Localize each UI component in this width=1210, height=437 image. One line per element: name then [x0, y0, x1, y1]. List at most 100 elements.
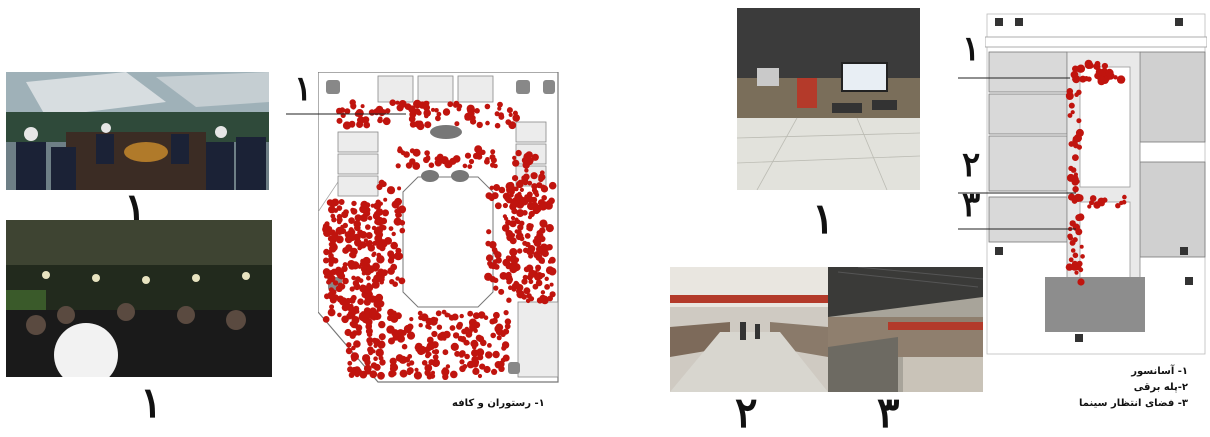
heat-dot: [426, 156, 431, 161]
heat-dot: [392, 330, 399, 337]
heat-dot: [361, 271, 366, 276]
heat-dot: [351, 316, 360, 324]
heat-dot: [1072, 186, 1079, 193]
heat-dot: [382, 117, 391, 126]
heat-dot: [534, 192, 540, 198]
heat-dot: [436, 153, 444, 161]
heat-dot: [1072, 137, 1079, 144]
heat-dot: [413, 99, 422, 108]
heat-dot: [379, 277, 385, 282]
heat-dot: [492, 350, 500, 359]
heat-dot: [329, 304, 335, 310]
heat-dot: [437, 332, 446, 341]
heat-dot: [442, 367, 448, 373]
heat-dot: [1068, 102, 1075, 109]
heat-dot: [387, 250, 395, 258]
heat-dot: [1070, 248, 1076, 253]
heat-dot: [462, 163, 468, 169]
heat-dot: [462, 364, 468, 369]
heat-dot: [424, 150, 430, 156]
heat-dot: [399, 227, 406, 234]
heat-dot: [388, 370, 396, 378]
heat-dot: [370, 362, 378, 369]
heat-dot: [327, 256, 336, 265]
heat-dot: [472, 349, 477, 354]
heat-dot: [362, 354, 371, 363]
heat-dot: [380, 217, 388, 225]
heat-dot: [493, 184, 501, 191]
photo-restaurant-day: [6, 72, 269, 190]
heat-dot: [531, 183, 538, 190]
photo-label-right-2: ۲: [735, 388, 758, 437]
heat-dot: [467, 310, 474, 317]
heat-dot: [525, 241, 531, 248]
heat-dot: [498, 288, 505, 295]
heat-dot: [452, 332, 460, 339]
heat-dot: [528, 279, 534, 285]
heat-dot: [494, 202, 502, 210]
heat-dot: [517, 191, 522, 196]
heat-dot: [322, 316, 330, 323]
heat-dot: [433, 349, 440, 355]
heat-dot: [1072, 154, 1079, 162]
heat-dot: [335, 235, 344, 244]
heat-dot: [397, 186, 402, 191]
heat-dot: [501, 224, 510, 232]
heat-dot: [345, 347, 353, 355]
heat-dot: [342, 277, 349, 285]
heat-dot: [519, 236, 525, 242]
heat-dot: [521, 294, 527, 300]
heat-dot: [378, 320, 386, 329]
heat-dot: [1068, 141, 1075, 147]
heat-dot: [491, 317, 498, 324]
cinema-heatmap-plan: [985, 13, 1207, 355]
heat-dot: [342, 262, 348, 268]
heat-dot: [397, 147, 403, 154]
heat-dot: [378, 333, 386, 341]
heat-dot: [1068, 257, 1074, 263]
heat-dot: [1101, 62, 1108, 70]
heat-dot: [428, 359, 435, 366]
heat-dot: [486, 229, 492, 235]
heat-dot: [483, 315, 489, 320]
heat-dot: [1083, 76, 1089, 82]
heat-dot: [444, 312, 450, 318]
heat-dot: [371, 281, 380, 289]
heat-dot: [494, 122, 501, 129]
heat-dot: [329, 201, 335, 207]
heat-dot: [509, 220, 517, 228]
heat-dot: [373, 300, 382, 308]
heat-dot: [1072, 65, 1079, 73]
heat-dot: [414, 367, 419, 372]
heat-dot: [425, 317, 433, 326]
heat-dot: [376, 109, 381, 114]
heat-dot: [506, 107, 513, 114]
heat-dot: [490, 162, 496, 168]
heat-dot: [506, 276, 513, 283]
heat-dot: [464, 353, 470, 360]
heat-dot: [501, 345, 507, 351]
heat-dot: [392, 281, 398, 287]
leader-lines-right: [958, 77, 1076, 230]
legend-item-3: ۳- فضای انتظار سینما: [1079, 398, 1188, 409]
heat-dot: [525, 151, 533, 159]
heat-dot: [429, 373, 436, 379]
heat-dot: [351, 275, 356, 281]
heat-dot: [504, 318, 512, 325]
heat-dot: [473, 321, 481, 329]
heat-dot: [423, 104, 430, 112]
heat-dot: [336, 107, 343, 115]
heat-dot: [528, 210, 535, 218]
heat-dot: [381, 269, 388, 277]
heat-dot: [330, 268, 338, 275]
heat-dot: [355, 329, 362, 336]
heat-dot: [485, 240, 491, 247]
heat-dot: [442, 373, 449, 380]
heat-dot: [396, 329, 405, 338]
heat-dot: [413, 371, 422, 380]
heat-dot: [534, 273, 542, 281]
heat-dot: [322, 268, 331, 276]
heat-dot: [1067, 113, 1073, 118]
heat-dot: [346, 312, 353, 320]
heat-dot: [539, 170, 545, 176]
